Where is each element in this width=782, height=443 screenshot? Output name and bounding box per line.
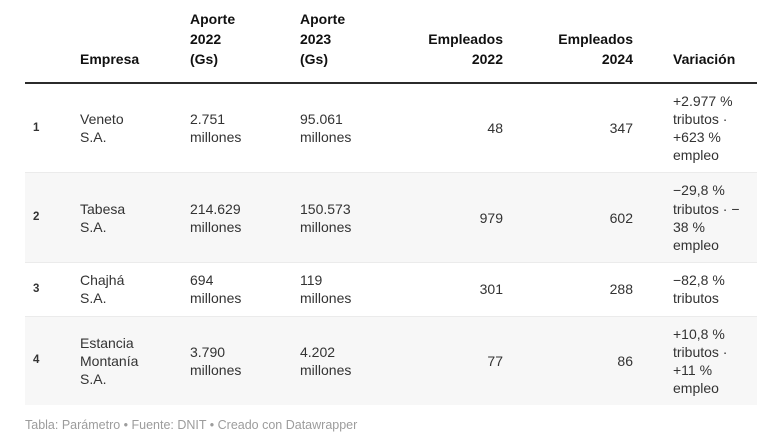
attribution-footer: Tabla: Parámetro • Fuente: DNIT • Creado… — [25, 418, 358, 433]
table-row: 2 Tabesa S.A. 214.629 millones 150.573 mill… — [25, 172, 757, 263]
header-row: Empresa Aporte 2022 (Gs) Aporte 2023 (Gs) E… — [25, 0, 757, 84]
cell-variacion: −29,8 % tributos · − 38 % empleo — [673, 182, 740, 253]
column-header-empleados2022: Empleados 2022 — [395, 0, 505, 84]
cell-variacion: −82,8 % tributos — [673, 272, 725, 307]
datawrapper-table-page: Empresa Aporte 2022 (Gs) Aporte 2023 (Gs) E… — [25, 0, 757, 433]
table-row: 3 Chajhá S.A. 694 millones 119 millones 301 2… — [25, 262, 757, 316]
cell-aporte2022: 3.790 millones — [190, 343, 242, 378]
cell-empresa: Chajhá S.A. — [80, 272, 125, 307]
cell-aporte2023: 4.202 millones — [300, 343, 352, 378]
cell-empleados2022: 301 — [479, 281, 503, 298]
cell-aporte2023: 95.061 millones — [300, 110, 352, 145]
companies-table: Empresa Aporte 2022 (Gs) Aporte 2023 (Gs) E… — [25, 0, 757, 406]
cell-empresa: Tabesa S.A. — [80, 200, 126, 235]
column-header-empresa: Empresa — [75, 0, 185, 84]
cell-empleados2024: 602 — [609, 209, 633, 226]
cell-variacion: +2.977 % tributos · +623 % empleo — [673, 92, 733, 164]
cell-aporte2022: 2.751 millones — [190, 110, 242, 145]
cell-empleados2024: 347 — [609, 119, 633, 136]
table-row: 4 Estancia Montanía S.A. 3.790 millones 4.2… — [25, 316, 757, 406]
cell-aporte2023: 150.573 millones — [300, 200, 352, 235]
column-header-variacion: Variación — [665, 0, 757, 84]
table-header: Empresa Aporte 2022 (Gs) Aporte 2023 (Gs) E… — [25, 0, 757, 84]
table-body: 1 Veneto S.A. 2.751 millones 95.061 millone… — [25, 83, 757, 406]
column-header-rank — [25, 0, 75, 84]
cell-empresa: Veneto S.A. — [80, 110, 124, 145]
table-row: 1 Veneto S.A. 2.751 millones 95.061 millone… — [25, 83, 757, 173]
cell-empleados2022: 979 — [479, 209, 503, 226]
cell-rank: 1 — [33, 121, 40, 134]
column-header-empleados2024: Empleados 2024 — [505, 0, 665, 84]
cell-aporte2023: 119 millones — [300, 272, 352, 307]
cell-variacion: +10,8 % tributos · +11 % empleo — [673, 325, 728, 397]
cell-empleados2022: 77 — [487, 352, 503, 369]
cell-aporte2022: 694 millones — [190, 272, 242, 307]
cell-empleados2024: 86 — [617, 352, 633, 369]
cell-empleados2024: 288 — [609, 281, 633, 298]
column-header-aporte2023: Aporte 2023 (Gs) — [295, 0, 395, 84]
cell-empresa: Estancia Montanía S.A. — [80, 334, 139, 387]
cell-aporte2022: 214.629 millones — [190, 200, 242, 235]
cell-empleados2022: 48 — [487, 119, 503, 136]
cell-rank: 4 — [33, 354, 40, 367]
column-header-aporte2022: Aporte 2022 (Gs) — [185, 0, 295, 84]
cell-rank: 3 — [33, 282, 40, 295]
cell-rank: 2 — [33, 211, 40, 224]
